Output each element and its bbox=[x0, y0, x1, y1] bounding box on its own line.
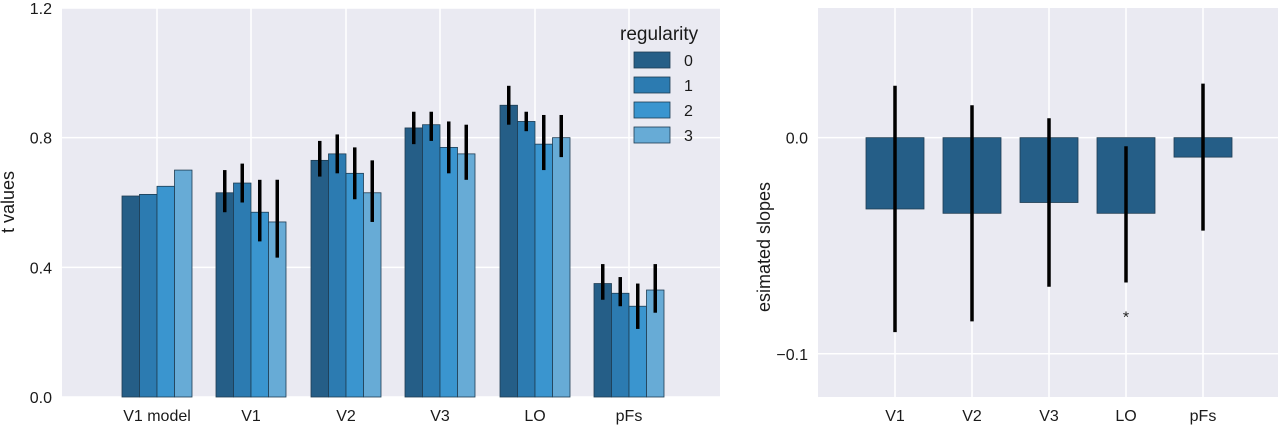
left-bar-lo-s2 bbox=[534, 143, 553, 398]
left-bar-v3-s1 bbox=[422, 124, 441, 398]
left-bar-v1-model-s2 bbox=[156, 185, 175, 398]
left-x-tick-2: V2 bbox=[336, 408, 356, 425]
left-y-axis-label: t values bbox=[0, 171, 18, 233]
right-annotation-0: * bbox=[1123, 309, 1129, 326]
left-bar-v3-s3 bbox=[457, 153, 476, 398]
right-y-tick-1: −0.1 bbox=[776, 347, 808, 364]
left-y-tick-labels: 0.0 0.4 0.8 1.2 bbox=[30, 1, 52, 407]
left-bar-v1-s0 bbox=[215, 192, 234, 398]
left-x-tick-3: V3 bbox=[430, 408, 450, 425]
legend: regularity 0 1 2 3 bbox=[620, 24, 699, 145]
left-bar-pfs-s1 bbox=[611, 292, 630, 398]
right-y-tick-0: 0.0 bbox=[786, 131, 808, 148]
right-annotations: * bbox=[1123, 309, 1129, 326]
legend-label-0: 0 bbox=[684, 53, 693, 70]
left-bar-v3-s2 bbox=[439, 146, 458, 398]
left-bar-lo-s0 bbox=[499, 104, 518, 398]
legend-title: regularity bbox=[620, 24, 699, 45]
right-x-tick-4: pFs bbox=[1190, 408, 1217, 425]
legend-swatch-0 bbox=[633, 51, 671, 69]
left-y-tick-0: 0.0 bbox=[30, 390, 52, 407]
right-y-tick-labels: 0.0 −0.1 bbox=[776, 131, 808, 364]
left-bars bbox=[121, 104, 665, 398]
right-x-tick-1: V2 bbox=[962, 408, 982, 425]
right-chart: 0.0 −0.1 V1 V2 V3 LO pFs * esimated slopes bbox=[754, 8, 1278, 425]
left-x-tick-1: V1 bbox=[241, 408, 261, 425]
right-y-axis-label: esimated slopes bbox=[754, 182, 774, 312]
left-bar-v1-s1 bbox=[233, 182, 252, 398]
left-y-tick-2: 0.8 bbox=[30, 131, 52, 148]
left-bar-v1-model-s0 bbox=[121, 195, 140, 398]
left-x-tick-labels: V1 model V1 V2 V3 LO pFs bbox=[123, 408, 642, 425]
right-x-tick-0: V1 bbox=[885, 408, 905, 425]
left-bar-v1-model-s3 bbox=[174, 169, 193, 398]
legend-swatch-3 bbox=[633, 126, 671, 144]
left-bar-v2-s3 bbox=[363, 192, 382, 398]
left-y-tick-1: 0.4 bbox=[30, 260, 52, 277]
left-x-tick-4: LO bbox=[524, 408, 545, 425]
left-x-tick-0: V1 model bbox=[123, 408, 191, 425]
right-x-tick-3: LO bbox=[1115, 408, 1136, 425]
legend-items: 0 1 2 3 bbox=[633, 51, 693, 145]
left-bar-v1-model-s1 bbox=[139, 193, 158, 398]
left-bar-v3-s0 bbox=[404, 127, 423, 398]
left-chart: 0.0 0.4 0.8 1.2 V1 model V1 V2 V3 LO pFs t value… bbox=[0, 1, 720, 425]
right-error-bars bbox=[893, 83, 1205, 333]
left-bar-lo-s1 bbox=[517, 121, 536, 398]
left-bar-lo-s3 bbox=[552, 137, 571, 398]
right-x-tick-2: V3 bbox=[1039, 408, 1059, 425]
left-bar-v2-s0 bbox=[310, 159, 329, 398]
legend-label-2: 2 bbox=[684, 103, 693, 120]
legend-swatch-2 bbox=[633, 101, 671, 119]
left-x-tick-5: pFs bbox=[616, 408, 643, 425]
left-bar-v2-s1 bbox=[328, 153, 347, 398]
legend-swatch-1 bbox=[633, 76, 671, 94]
legend-label-1: 1 bbox=[684, 78, 693, 95]
left-error-bars bbox=[223, 85, 657, 329]
left-bar-v2-s2 bbox=[345, 172, 364, 398]
left-bar-pfs-s0 bbox=[593, 283, 612, 398]
legend-label-3: 3 bbox=[684, 128, 693, 145]
right-x-tick-labels: V1 V2 V3 LO pFs bbox=[885, 408, 1216, 425]
left-y-tick-3: 1.2 bbox=[30, 1, 52, 18]
